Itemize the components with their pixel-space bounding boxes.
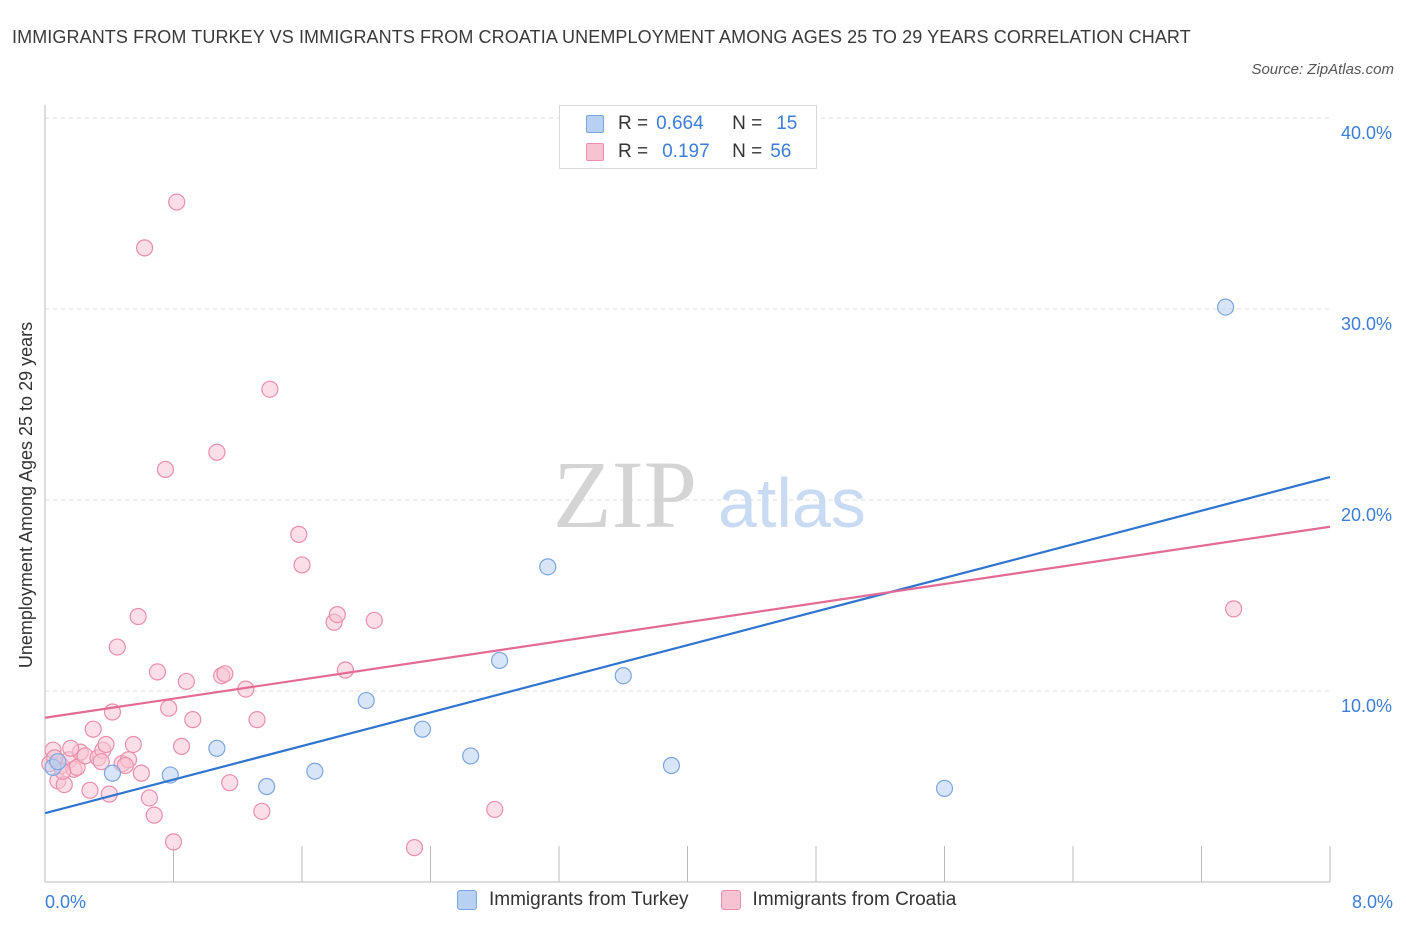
croatia-point bbox=[221, 774, 239, 792]
croatia-point bbox=[1225, 600, 1243, 618]
legend-turkey-swatch bbox=[457, 890, 477, 910]
turkey-swatch bbox=[586, 115, 604, 133]
y-tick-label: 20.0% bbox=[1341, 505, 1392, 525]
croatia-point bbox=[160, 699, 178, 717]
croatia-swatch bbox=[586, 143, 604, 161]
croatia-point bbox=[116, 756, 134, 775]
series-legend: Immigrants from Turkey Immigrants from C… bbox=[457, 889, 988, 911]
turkey-point bbox=[103, 764, 122, 782]
croatia-n-key: N = bbox=[732, 141, 763, 162]
turkey-point bbox=[539, 558, 557, 576]
croatia-point bbox=[328, 605, 346, 624]
croatia-point bbox=[132, 764, 150, 782]
legend-item-croatia: Immigrants from Croatia bbox=[720, 889, 957, 911]
croatia-point bbox=[253, 802, 271, 820]
croatia-point bbox=[145, 806, 163, 824]
watermark-atlas: atlas bbox=[718, 464, 866, 542]
croatia-trend-line bbox=[44, 525, 1331, 719]
turkey-point bbox=[1216, 298, 1235, 316]
croatia-point bbox=[164, 833, 183, 851]
croatia-point bbox=[486, 800, 504, 819]
turkey-point bbox=[614, 667, 632, 685]
croatia-point bbox=[81, 781, 99, 799]
y-axis-label: Unemployment Among Ages 25 to 29 years bbox=[16, 322, 36, 668]
turkey-point bbox=[413, 720, 432, 738]
croatia-points bbox=[41, 193, 1243, 857]
turkey-point bbox=[208, 739, 226, 757]
source-label: Source: ZipAtlas.com bbox=[1251, 61, 1394, 78]
croatia-point bbox=[62, 739, 80, 757]
y-tick-label: 30.0% bbox=[1341, 314, 1392, 334]
croatia-point bbox=[97, 735, 115, 754]
y-tick-labels: 10.0% 20.0% 30.0% 40.0% bbox=[1341, 123, 1392, 716]
turkey-point bbox=[49, 753, 67, 771]
x-tick-label: 0.0% bbox=[45, 892, 86, 912]
croatia-r-key: R = bbox=[618, 141, 649, 162]
turkey-point bbox=[935, 779, 954, 798]
croatia-point bbox=[184, 711, 202, 729]
turkey-r-value: 0.664 bbox=[656, 113, 704, 134]
legend-turkey-label: Immigrants from Turkey bbox=[489, 889, 689, 910]
legend-item-turkey: Immigrants from Turkey bbox=[457, 889, 689, 911]
turkey-point bbox=[357, 691, 375, 710]
legend-croatia-label: Immigrants from Croatia bbox=[752, 889, 957, 910]
croatia-point bbox=[216, 665, 234, 683]
trend-lines bbox=[44, 476, 1331, 815]
grid-lines bbox=[45, 117, 1330, 692]
croatia-point bbox=[129, 607, 147, 626]
turkey-trend-line bbox=[44, 476, 1331, 815]
croatia-point bbox=[148, 663, 167, 681]
stats-legend: R = 0.664 N = 15 R = 0.197 N = 56 bbox=[559, 105, 817, 169]
croatia-point bbox=[108, 638, 126, 656]
turkey-n-key: N = bbox=[732, 113, 763, 134]
legend-croatia-swatch bbox=[720, 890, 741, 910]
watermark-zip: ZIP bbox=[553, 441, 697, 548]
watermark: ZIP atlas bbox=[553, 441, 866, 548]
croatia-point bbox=[405, 839, 424, 857]
croatia-point bbox=[293, 556, 311, 574]
croatia-point bbox=[168, 193, 186, 211]
croatia-point bbox=[177, 672, 195, 691]
turkey-points bbox=[44, 298, 1235, 798]
croatia-point bbox=[156, 460, 175, 479]
y-tick-label: 10.0% bbox=[1341, 696, 1392, 716]
croatia-point bbox=[290, 525, 308, 543]
croatia-point bbox=[248, 711, 266, 729]
turkey-r-key: R = bbox=[618, 113, 649, 134]
turkey-n-value: 15 bbox=[776, 113, 798, 134]
legend-row-croatia: R = 0.197 N = 56 bbox=[586, 140, 791, 164]
croatia-r-value: 0.197 bbox=[662, 141, 710, 162]
turkey-point bbox=[490, 651, 509, 670]
croatia-point bbox=[84, 720, 102, 738]
turkey-point bbox=[462, 747, 480, 765]
croatia-point bbox=[336, 661, 354, 679]
turkey-point bbox=[662, 756, 681, 775]
croatia-point bbox=[172, 737, 191, 755]
croatia-point bbox=[261, 380, 279, 398]
croatia-point bbox=[135, 239, 154, 257]
croatia-point bbox=[140, 789, 159, 807]
chart-title: IMMIGRANTS FROM TURKEY VS IMMIGRANTS FRO… bbox=[12, 27, 1191, 47]
croatia-point bbox=[92, 753, 110, 771]
x-tick-labels: 0.0% 8.0% bbox=[45, 892, 1393, 912]
croatia-n-value: 56 bbox=[770, 141, 792, 162]
y-tick-label: 40.0% bbox=[1341, 123, 1392, 143]
turkey-point bbox=[258, 777, 276, 796]
croatia-point bbox=[365, 611, 383, 629]
croatia-point bbox=[124, 735, 142, 754]
turkey-point bbox=[306, 762, 324, 780]
legend-row-turkey: R = 0.664 N = 15 bbox=[586, 112, 797, 136]
x-tick-label: 8.0% bbox=[1352, 892, 1393, 912]
croatia-point bbox=[208, 443, 226, 461]
